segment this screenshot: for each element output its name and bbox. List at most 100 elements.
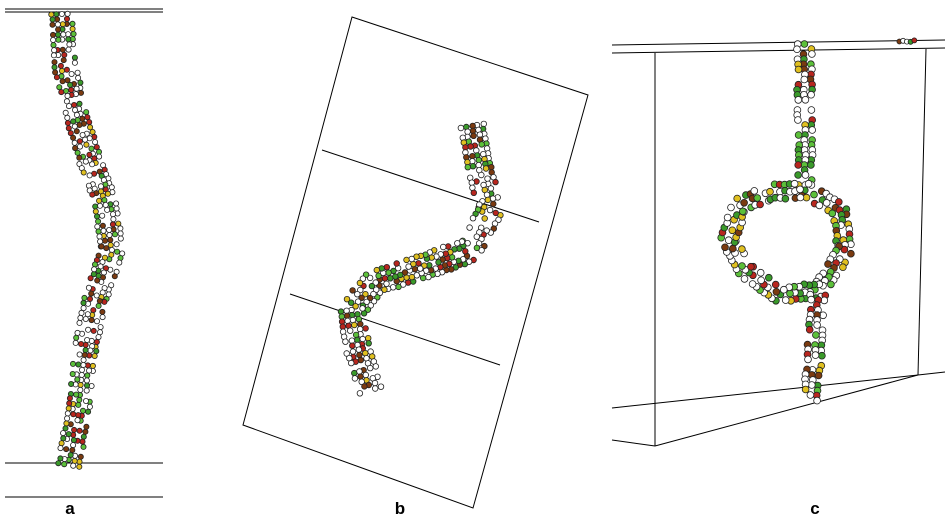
atom (474, 245, 480, 251)
atom (734, 195, 741, 202)
atom (97, 203, 102, 208)
atom (491, 201, 497, 207)
atom (348, 360, 354, 366)
atom (81, 362, 86, 367)
atom (802, 172, 809, 179)
atom (374, 267, 380, 273)
atom (741, 199, 748, 206)
atom (76, 362, 81, 367)
atom (83, 398, 88, 403)
atom (63, 110, 68, 115)
atom (81, 170, 86, 175)
atom (70, 371, 75, 376)
atom (71, 119, 76, 124)
atom (81, 357, 86, 362)
atom (97, 298, 102, 303)
atom (79, 341, 84, 346)
atom (485, 176, 491, 182)
atom (74, 335, 79, 340)
atom (86, 285, 91, 290)
atom (65, 411, 70, 416)
atom (474, 234, 480, 240)
atom (82, 352, 87, 357)
atom (56, 27, 61, 32)
atom (802, 96, 809, 103)
atom (802, 386, 809, 393)
atom (748, 263, 755, 270)
atom (382, 276, 388, 282)
atom (77, 155, 82, 160)
atom (417, 266, 423, 272)
atom (754, 195, 761, 202)
atom (355, 291, 361, 297)
atom (105, 191, 110, 196)
atom (71, 443, 76, 448)
panel-c: c (612, 38, 945, 518)
atom (86, 183, 91, 188)
atom (54, 75, 59, 80)
box-edge (918, 49, 926, 375)
atom (805, 180, 812, 187)
atom (465, 164, 471, 170)
box-edge (918, 372, 945, 375)
atom (89, 146, 94, 151)
atom (344, 296, 350, 302)
atom (64, 421, 69, 426)
atom (455, 241, 461, 247)
atom (493, 210, 499, 216)
atom (70, 26, 75, 31)
atom (97, 234, 102, 239)
atom (795, 66, 802, 73)
atom (100, 223, 105, 228)
atom (808, 91, 815, 98)
atom (77, 352, 82, 357)
atom (801, 76, 808, 83)
atom (68, 82, 73, 87)
atom (56, 37, 61, 42)
atom (81, 444, 86, 449)
atom (808, 162, 815, 169)
atom (814, 397, 821, 404)
atom (436, 260, 442, 266)
atom (86, 409, 91, 414)
atom (94, 349, 99, 354)
atom (819, 352, 826, 359)
atom (85, 373, 90, 378)
atom (82, 137, 87, 142)
atom (74, 392, 79, 397)
atom (406, 264, 412, 270)
atom (72, 55, 77, 60)
atom (66, 37, 71, 42)
molecule-chain (718, 38, 917, 404)
atom (87, 368, 92, 373)
atom (825, 261, 832, 268)
atom (814, 322, 821, 329)
atom (92, 353, 97, 358)
atom (795, 97, 802, 104)
atom (71, 31, 76, 36)
panel-label: a (65, 499, 75, 518)
atom (815, 372, 822, 379)
atom (86, 327, 91, 332)
atom (795, 162, 802, 169)
atom (51, 37, 56, 42)
atom (739, 246, 746, 253)
atom (912, 38, 917, 43)
atom (77, 459, 82, 464)
atom (90, 162, 95, 167)
atom (61, 436, 66, 441)
atom (394, 261, 400, 267)
atom (808, 382, 815, 389)
atom (72, 427, 77, 432)
atom (93, 204, 98, 209)
atom (59, 90, 64, 95)
atom (60, 79, 65, 84)
atom (64, 16, 69, 21)
atom (463, 249, 469, 255)
panel-a: a (5, 9, 163, 518)
atom (829, 210, 836, 217)
atom (88, 276, 93, 281)
atom (94, 319, 99, 324)
atom (797, 194, 804, 201)
atom (358, 357, 364, 363)
